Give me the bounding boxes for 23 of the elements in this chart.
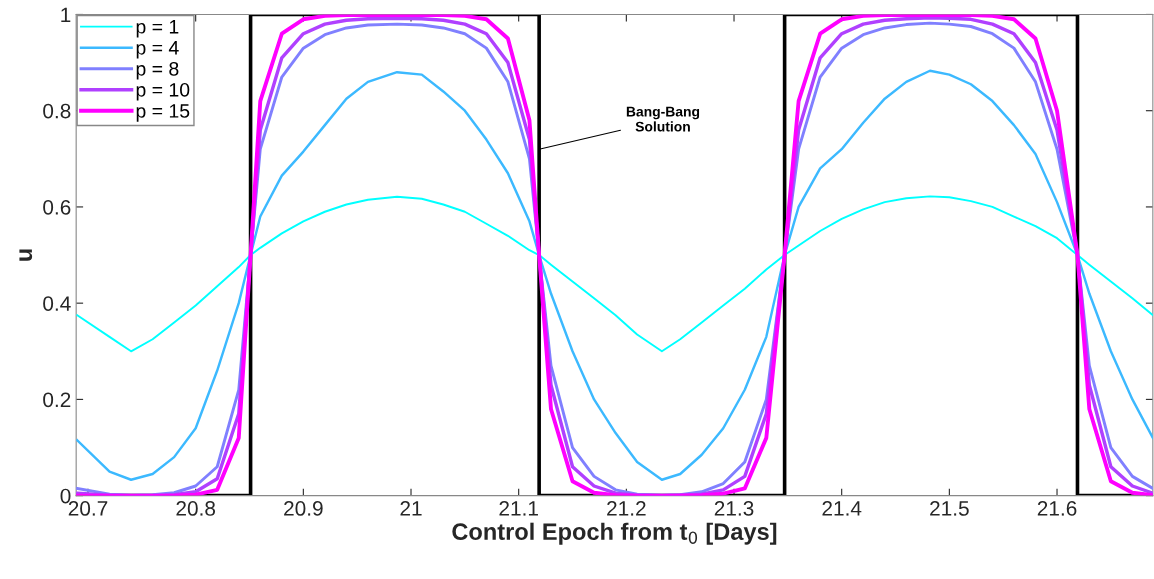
legend-label: p = 10 [136,82,190,101]
legend-label: p = 8 [136,61,179,80]
legend-label: p = 4 [136,41,179,59]
annotation: Bang-Bang Solution [626,106,700,132]
y-tick-label: 0.6 [43,199,71,215]
x-tick-label: 20.9 [284,501,323,516]
x-tick-label: 21.5 [930,501,969,516]
y-tick-label: 1 [61,7,71,23]
y-tick-label: 0.8 [43,103,71,119]
x-tick-label: 21.1 [499,501,538,516]
x-tick-label: 21.3 [714,501,754,516]
y-tick-label: 0.2 [43,392,71,408]
x-tick-label: 20.8 [176,501,216,516]
x-tick-label: 21.2 [607,501,646,516]
x-axis-title: Control Epoch from t$_{0}$ [Days] [452,522,777,545]
legend-label: p = 15 [136,104,190,122]
legend-label: p = 1 [136,20,179,38]
line-series [76,195,1153,353]
y-tick-label: 0.4 [43,296,71,311]
x-tick-label: 21.4 [822,501,862,516]
x-tick-label: 21 [400,501,422,516]
x-tick-label: 21.6 [1037,501,1077,516]
y-axis-title: u [19,249,33,261]
